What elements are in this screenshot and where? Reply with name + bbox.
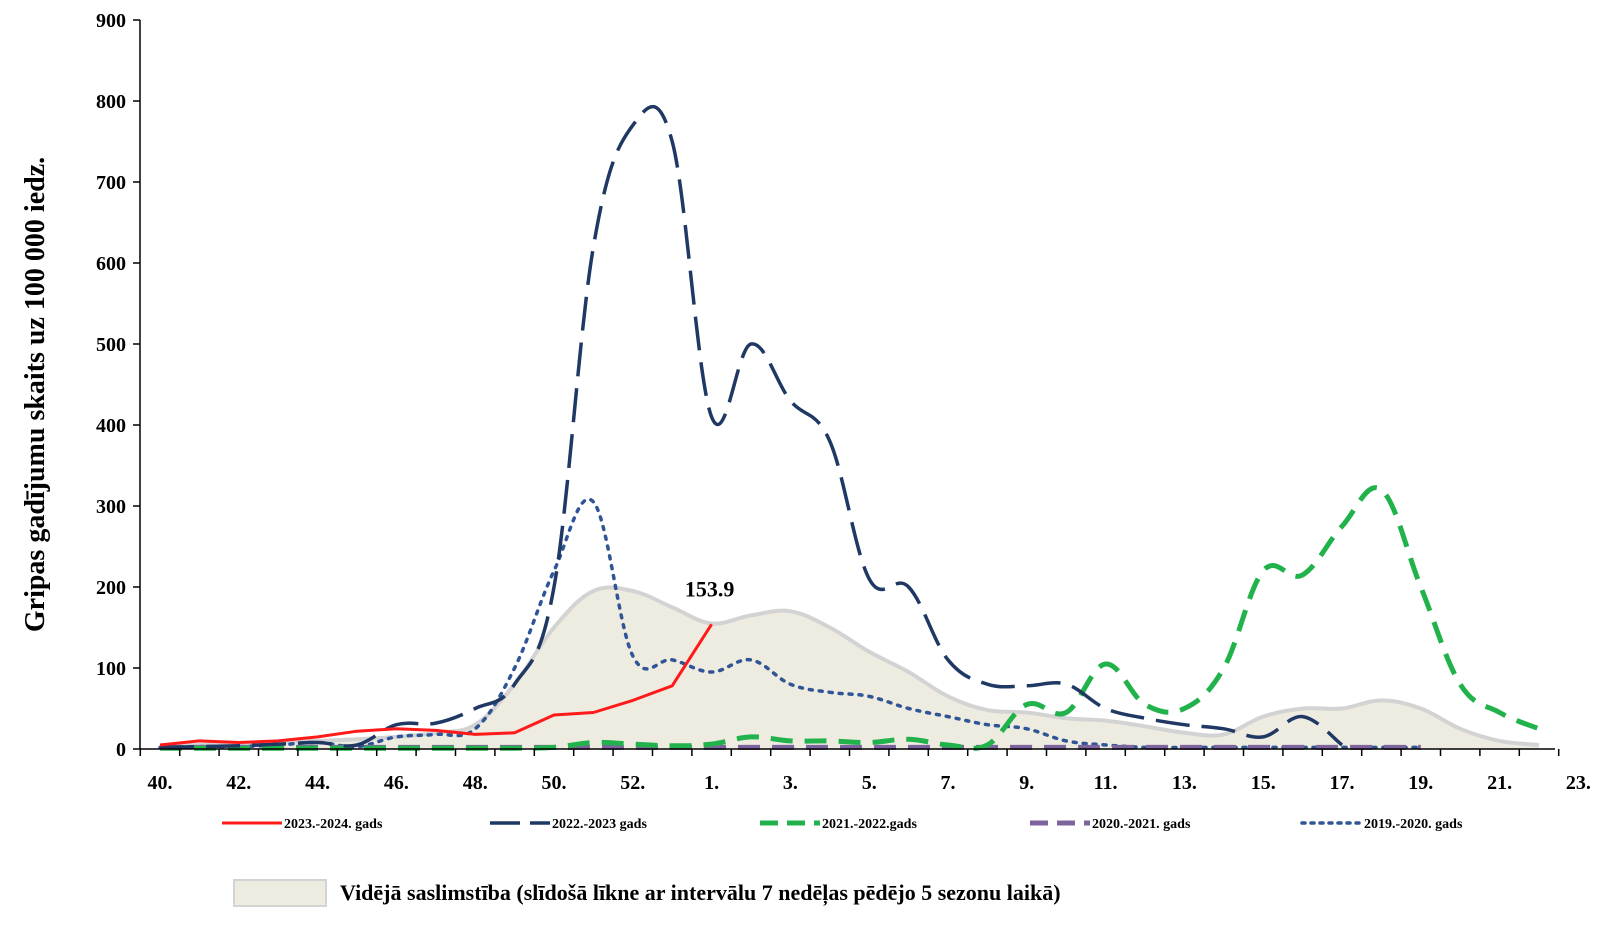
y-tick-label: 400 <box>96 415 126 437</box>
legend-label-0: 2023.-2024. gads <box>284 817 383 832</box>
x-tick-label: 19. <box>1408 772 1433 794</box>
x-tick-label: 23. <box>1566 772 1591 794</box>
axes-layer <box>139 20 1555 750</box>
y-tick-label: 0 <box>116 739 126 761</box>
x-tick-label: 48. <box>463 772 488 794</box>
y-tick-label: 600 <box>96 253 126 275</box>
y-tick-label: 300 <box>96 496 126 518</box>
series-layer <box>158 104 1540 751</box>
data-label-last-value: 153.9 <box>685 576 735 601</box>
legend-swatch-area <box>233 879 327 907</box>
y-tick-label: 700 <box>96 172 126 194</box>
x-ticks: 40. 42. 44. 46. 48. 50. 52. 1. 3. 5. 7. 9. 11. 13. 15.… <box>139 749 1591 794</box>
y-tick-label: 100 <box>96 658 126 680</box>
x-tick-label: 42. <box>226 772 251 794</box>
series-line-2 <box>160 485 1540 751</box>
legend-label-area: Vidējā saslimstība (slīdošā līkne ar int… <box>340 880 1061 906</box>
legend-label-1: 2022.-2023 gads <box>552 817 647 832</box>
average-area-edge <box>159 585 1540 749</box>
x-tick-label: 44. <box>305 772 330 794</box>
legend-label-2: 2021.-2022.gads <box>822 817 917 832</box>
x-tick-label: 1. <box>704 772 719 794</box>
x-tick-label: 50. <box>542 772 567 794</box>
x-tick-label: 3. <box>783 772 798 794</box>
legend: 2023.-2024. gads 2022.-2023 gads 2021.-202… <box>222 817 1463 907</box>
y-ticks: 0 100 200 300 400 500 600 700 800 900 <box>96 10 140 761</box>
x-tick-label: 9. <box>1019 772 1034 794</box>
y-axis-title: Gripas gadījumu skaits uz 100 000 iedz. <box>20 157 51 632</box>
x-tick-label: 11. <box>1094 772 1118 794</box>
x-tick-label: 7. <box>941 772 956 794</box>
x-tick-label: 15. <box>1251 772 1276 794</box>
x-tick-label: 21. <box>1487 772 1512 794</box>
series-line-0 <box>159 623 713 747</box>
y-tick-label: 200 <box>96 577 126 599</box>
legend-label-4: 2019.-2020. gads <box>1364 817 1463 832</box>
y-tick-label: 500 <box>96 334 126 356</box>
average-area-layer <box>159 585 1540 749</box>
x-tick-label: 52. <box>620 772 645 794</box>
x-tick-label: 5. <box>862 772 877 794</box>
x-tick-label: 40. <box>148 772 173 794</box>
x-tick-label: 13. <box>1172 772 1197 794</box>
y-tick-label: 800 <box>96 91 126 113</box>
x-tick-label: 46. <box>384 772 409 794</box>
legend-label-3: 2020.-2021. gads <box>1092 817 1191 832</box>
y-tick-label: 900 <box>96 10 126 32</box>
x-tick-label: 17. <box>1330 772 1355 794</box>
average-area <box>160 587 1539 749</box>
